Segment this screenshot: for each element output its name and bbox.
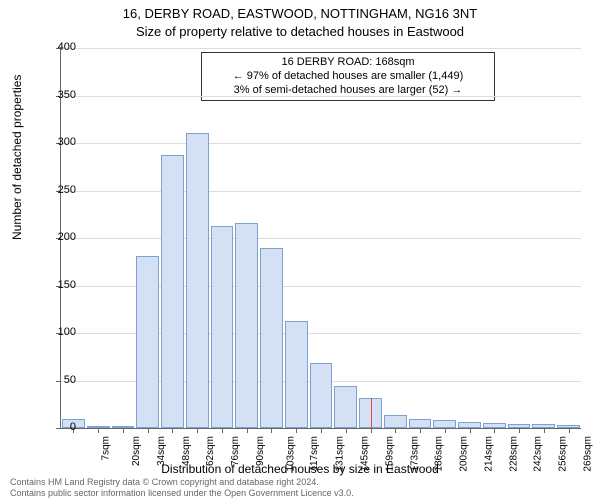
xtick-label: 186sqm [434, 436, 445, 472]
marker-line [371, 398, 372, 428]
gridline [61, 143, 581, 144]
xtick-mark [494, 428, 495, 433]
histogram-bar [384, 415, 407, 428]
histogram-bar [186, 133, 209, 428]
xtick-label: 173sqm [409, 436, 420, 472]
annotation-box: 16 DERBY ROAD: 168sqm ← 97% of detached … [201, 52, 495, 101]
xtick-label: 90sqm [255, 436, 266, 466]
xtick-mark [296, 428, 297, 433]
chart-title-subtitle: Size of property relative to detached ho… [0, 24, 600, 39]
footer-line2: Contains public sector information licen… [10, 488, 354, 498]
xtick-mark [222, 428, 223, 433]
xtick-mark [569, 428, 570, 433]
xtick-mark [519, 428, 520, 433]
xtick-label: 256sqm [558, 436, 569, 472]
ytick-label: 100 [46, 326, 76, 338]
xtick-label: 242sqm [533, 436, 544, 472]
histogram-bar [235, 223, 258, 428]
footer-attribution: Contains HM Land Registry data © Crown c… [10, 477, 354, 498]
xtick-label: 228sqm [508, 436, 519, 472]
histogram-bar [260, 248, 283, 428]
xtick-label: 269sqm [582, 436, 593, 472]
annotation-line1: 16 DERBY ROAD: 168sqm [208, 56, 488, 70]
xtick-label: 131sqm [335, 436, 346, 472]
xtick-label: 214sqm [483, 436, 494, 472]
xtick-mark [321, 428, 322, 433]
histogram-bar [409, 419, 432, 428]
xtick-mark [544, 428, 545, 433]
xtick-mark [98, 428, 99, 433]
histogram-bar [285, 321, 308, 428]
xtick-label: 103sqm [285, 436, 296, 472]
xtick-mark [148, 428, 149, 433]
xtick-label: 159sqm [384, 436, 395, 472]
histogram-bar [310, 363, 333, 428]
histogram-bar [433, 420, 456, 428]
gridline [61, 238, 581, 239]
xtick-mark [470, 428, 471, 433]
xtick-label: 20sqm [131, 436, 142, 466]
xtick-mark [395, 428, 396, 433]
xtick-mark [172, 428, 173, 433]
xtick-mark [371, 428, 372, 433]
ytick-label: 150 [46, 279, 76, 291]
annotation-line2: ← 97% of detached houses are smaller (1,… [208, 70, 488, 84]
gridline [61, 96, 581, 97]
ytick-label: 200 [46, 231, 76, 243]
ytick-label: 400 [46, 41, 76, 53]
histogram-bar [136, 256, 159, 428]
xtick-mark [271, 428, 272, 433]
xtick-mark [445, 428, 446, 433]
xtick-label: 62sqm [205, 436, 216, 466]
chart-title-address: 16, DERBY ROAD, EASTWOOD, NOTTINGHAM, NG… [0, 6, 600, 21]
gridline [61, 48, 581, 49]
xtick-label: 76sqm [230, 436, 241, 466]
ytick-label: 350 [46, 89, 76, 101]
y-axis-label: Number of detached properties [10, 75, 24, 240]
xtick-mark [346, 428, 347, 433]
xtick-label: 117sqm [309, 436, 320, 471]
xtick-mark [123, 428, 124, 433]
xtick-mark [420, 428, 421, 433]
xtick-mark [197, 428, 198, 433]
xtick-label: 48sqm [181, 436, 192, 466]
ytick-label: 300 [46, 136, 76, 148]
xtick-label: 34sqm [156, 436, 167, 466]
histogram-bar [211, 226, 234, 428]
histogram-bar [161, 155, 184, 428]
gridline [61, 191, 581, 192]
xtick-label: 145sqm [360, 436, 371, 472]
footer-line1: Contains HM Land Registry data © Crown c… [10, 477, 354, 487]
ytick-label: 250 [46, 184, 76, 196]
plot-area: 16 DERBY ROAD: 168sqm ← 97% of detached … [60, 48, 581, 429]
histogram-bar [334, 386, 357, 428]
xtick-label: 200sqm [459, 436, 470, 472]
xtick-label: 7sqm [101, 436, 112, 460]
ytick-label: 0 [46, 421, 76, 433]
ytick-label: 50 [46, 374, 76, 386]
xtick-mark [247, 428, 248, 433]
histogram-chart: 16, DERBY ROAD, EASTWOOD, NOTTINGHAM, NG… [0, 0, 600, 500]
